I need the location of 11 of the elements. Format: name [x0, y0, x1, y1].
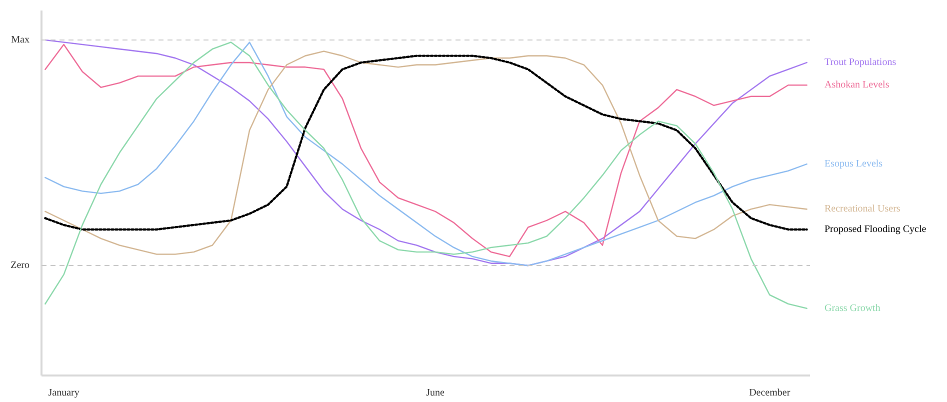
series-label: Trout Populations [824, 57, 896, 68]
x-tick-label: June [426, 388, 446, 398]
ref-line-label: Max [11, 34, 30, 46]
ref-line-label: Zero [10, 260, 30, 272]
series-label: Ashokan Levels [824, 80, 890, 91]
series-label: Grass Growth [824, 302, 880, 314]
series-label: Proposed Flooding Cycle [824, 224, 927, 235]
x-tick-label: December [749, 388, 791, 398]
series-label: Esopus Levels [824, 158, 883, 170]
x-tick-label: January [48, 388, 80, 398]
series-label: Recreational Users [824, 204, 900, 215]
